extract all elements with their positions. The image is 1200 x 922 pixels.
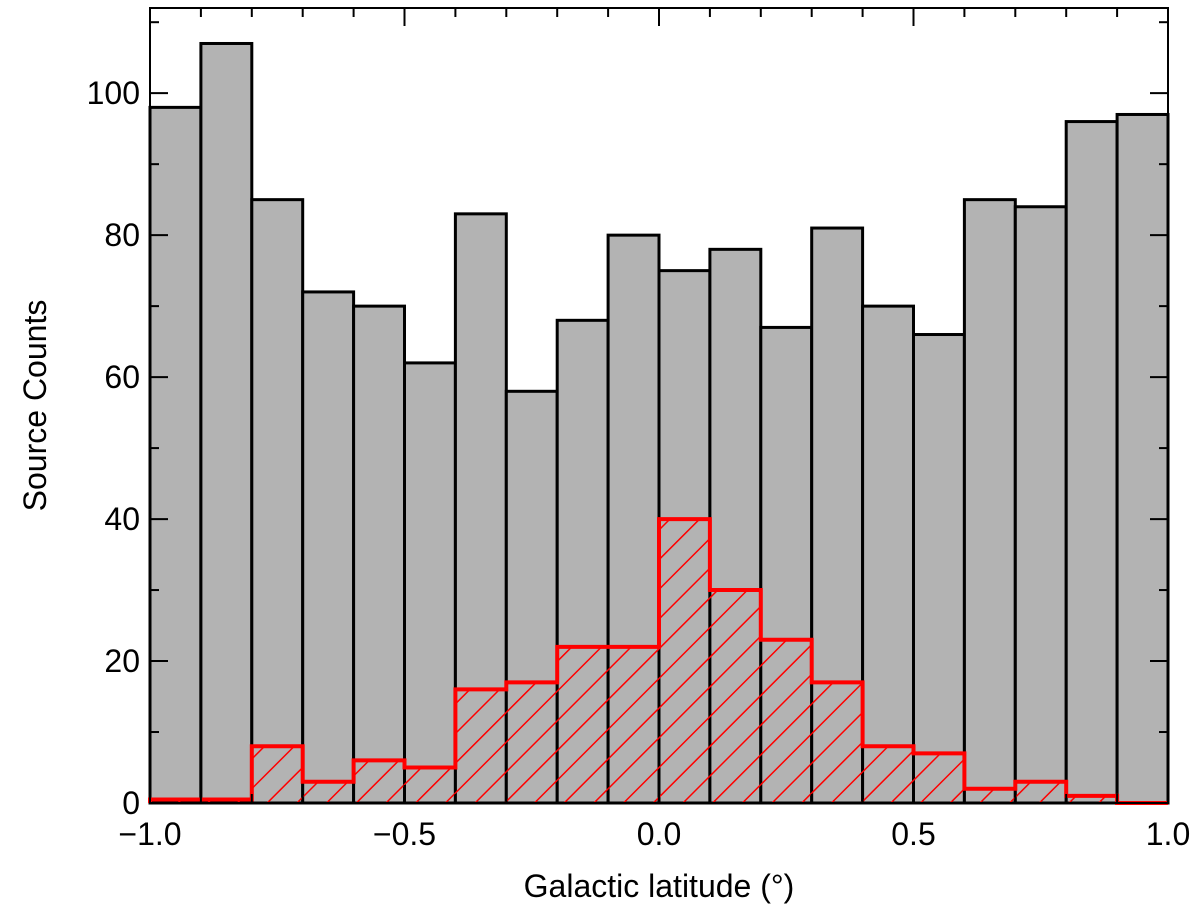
red-hatched-bar [608, 646, 659, 803]
gray-bar [250, 198, 305, 805]
gray-bar [352, 304, 407, 805]
gray-bar [1115, 112, 1170, 805]
axis-ticks-group [149, 8, 1169, 804]
gray-bar [199, 41, 254, 805]
red-hatched-bar [964, 788, 1016, 803]
red-step-outline [148, 517, 1168, 805]
y-tick-label: 20 [104, 643, 140, 679]
red-hatched-bar [659, 519, 710, 803]
red-hatched-bar [506, 682, 558, 803]
red-hatched-bar [302, 781, 354, 803]
y-tick-label: 0 [122, 785, 140, 821]
red-hatched-bar [1015, 781, 1067, 803]
gray-bar [148, 105, 203, 805]
y-tick-label: 40 [104, 501, 140, 537]
red-hatched-bar [251, 746, 303, 803]
gray-bar [1064, 120, 1119, 805]
red-hatched-bar [557, 646, 609, 803]
y-tick-label: 100 [87, 75, 140, 111]
red-hatched-bar [913, 753, 965, 803]
red-hatched-bar [760, 639, 812, 803]
red-hatched-bar [862, 746, 914, 803]
x-tick-label: −0.5 [373, 816, 436, 852]
y-axis-title: Source Counts [17, 300, 53, 512]
gray-bar [301, 290, 356, 805]
x-tick-label: 0.0 [637, 816, 681, 852]
gray-bar [962, 198, 1017, 805]
red-hatched-bar [709, 590, 761, 803]
y-tick-label: 80 [104, 217, 140, 253]
red-hatched-bar [1066, 795, 1118, 803]
gray-bar [912, 333, 966, 805]
x-tick-label: 0.5 [891, 816, 935, 852]
red-hatched-bar [811, 682, 863, 803]
x-tick-label: 1.0 [1146, 816, 1190, 852]
x-axis-title: Galactic latitude (°) [524, 868, 795, 904]
red-hatched-bar [455, 689, 507, 803]
y-tick-label: 60 [104, 359, 140, 395]
gray-bar [1013, 205, 1068, 805]
red-hatched-bar [404, 767, 456, 803]
gray-bar [403, 361, 457, 805]
x-tick-label: −1.0 [118, 816, 181, 852]
red-hatched-bars-group [148, 517, 1168, 805]
gray-bar [861, 304, 915, 805]
tick-labels-group: −1.0 −0.5 0.0 0.5 1.0 0 20 40 60 80 100 [87, 75, 1191, 852]
red-hatched-bar [353, 760, 405, 803]
